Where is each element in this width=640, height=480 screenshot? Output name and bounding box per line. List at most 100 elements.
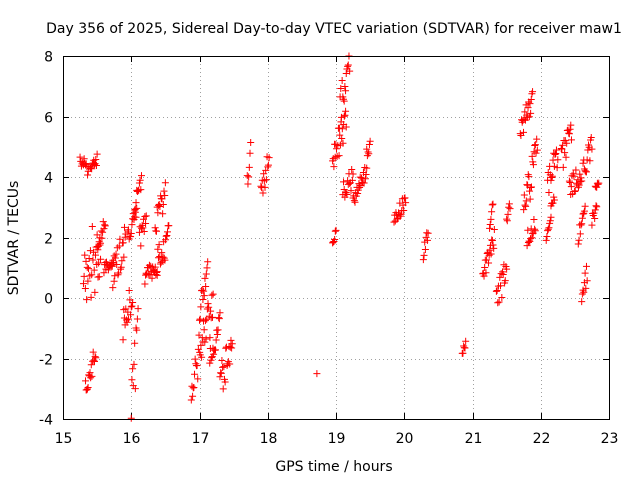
data-point (344, 62, 352, 70)
data-point (128, 302, 136, 310)
data-point (218, 356, 226, 364)
data-point (95, 273, 103, 281)
data-point (115, 242, 123, 250)
data-point (134, 305, 142, 313)
data-point (99, 218, 107, 226)
data-points (76, 52, 603, 422)
data-point (115, 269, 123, 277)
data-point (531, 227, 539, 235)
data-point (219, 385, 227, 393)
data-point (487, 215, 495, 223)
data-point (133, 188, 141, 196)
data-point (137, 172, 145, 180)
data-point (86, 247, 94, 255)
data-point (111, 272, 119, 280)
data-point (493, 287, 501, 295)
data-point (212, 336, 220, 344)
data-point (87, 374, 95, 382)
data-point (127, 311, 135, 319)
data-point (257, 182, 265, 190)
data-point (247, 139, 255, 147)
data-point (527, 109, 535, 117)
data-point (99, 228, 107, 236)
data-point (361, 175, 369, 183)
data-point (562, 153, 570, 161)
data-point (88, 222, 96, 230)
data-point (191, 370, 199, 378)
data-point (490, 244, 498, 252)
data-point (133, 326, 141, 334)
data-point (101, 221, 109, 229)
data-point (127, 414, 135, 422)
data-point (202, 270, 210, 278)
data-point (365, 140, 373, 148)
data-point (486, 220, 494, 228)
data-point (141, 280, 149, 288)
data-point (215, 314, 223, 322)
x-axis-title: GPS time / hours (275, 459, 392, 475)
data-point (424, 229, 432, 237)
data-point (95, 259, 103, 267)
data-point (127, 229, 135, 237)
data-point (581, 167, 589, 175)
x-tick-label: 19 (328, 431, 346, 447)
y-tick-label: -2 (39, 353, 53, 369)
data-point (358, 174, 366, 182)
data-point (211, 346, 219, 354)
data-point (580, 207, 588, 215)
data-point (217, 369, 225, 377)
data-point (87, 361, 95, 369)
data-point (591, 214, 599, 222)
data-point (543, 233, 551, 241)
data-point (575, 236, 583, 244)
data-point (567, 183, 575, 191)
data-point (351, 198, 359, 206)
data-point (488, 236, 496, 244)
data-point (80, 155, 88, 163)
data-point (522, 197, 530, 205)
data-point (199, 296, 207, 304)
data-point (590, 209, 598, 217)
data-point (79, 280, 87, 288)
data-point (488, 236, 496, 244)
data-point (365, 150, 373, 158)
data-point (81, 285, 89, 293)
data-point (545, 188, 553, 196)
data-point (226, 343, 234, 351)
data-point (581, 202, 589, 210)
data-point (575, 181, 583, 189)
data-point (161, 179, 169, 187)
data-point (422, 233, 430, 241)
data-point (342, 87, 350, 95)
data-point (151, 263, 159, 271)
data-point (525, 173, 533, 181)
data-point (131, 206, 139, 214)
data-point (228, 344, 236, 352)
data-point (221, 378, 229, 386)
data-point (503, 217, 511, 225)
data-point (226, 360, 234, 368)
data-point (82, 257, 90, 265)
data-point (209, 290, 217, 298)
data-point (335, 124, 343, 132)
data-point (550, 193, 558, 201)
data-point (202, 282, 210, 290)
data-point (337, 113, 345, 121)
data-point (197, 341, 205, 349)
data-point (578, 220, 586, 228)
y-tick-label: 6 (44, 111, 53, 127)
data-point (125, 226, 133, 234)
data-point (504, 210, 512, 218)
data-point (220, 363, 228, 371)
data-point (342, 123, 350, 131)
data-point (85, 255, 93, 263)
data-point (157, 258, 165, 266)
data-point (503, 265, 511, 273)
data-point (340, 178, 348, 186)
data-point (531, 141, 539, 149)
data-point (363, 145, 371, 153)
data-point (356, 173, 364, 181)
y-tick-label: 2 (44, 232, 53, 248)
data-point (578, 177, 586, 185)
